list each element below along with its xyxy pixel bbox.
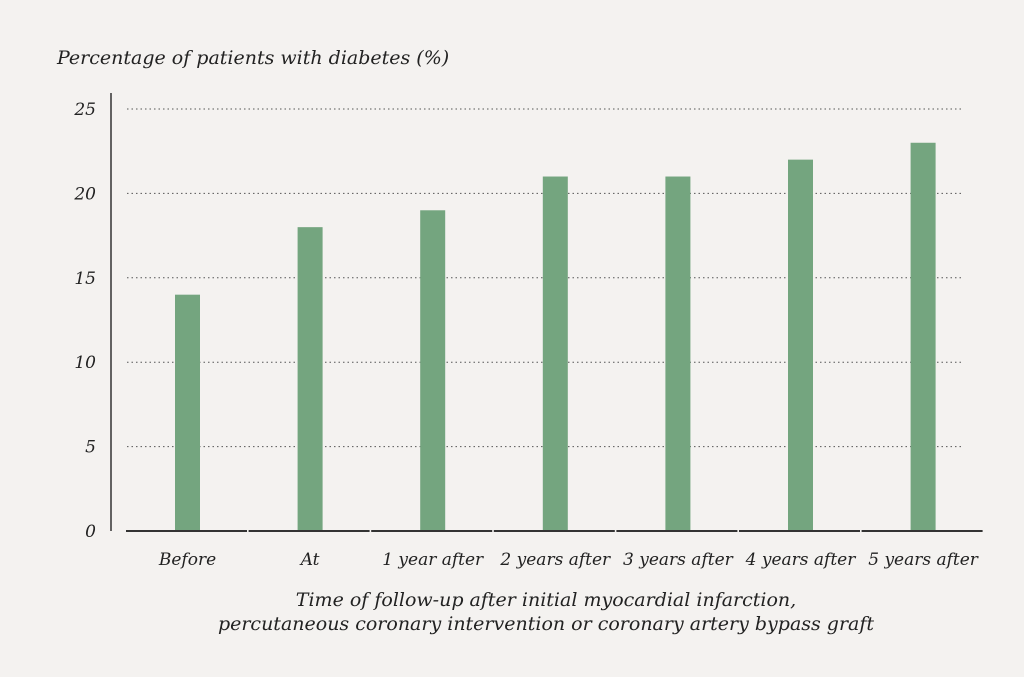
y-axis-title: Percentage of patients with diabetes (%): [56, 47, 449, 69]
bar: [297, 227, 323, 531]
x-axis-title-line-1: Time of follow-up after initial myocardi…: [296, 589, 796, 611]
bar: [542, 176, 568, 531]
bar: [910, 142, 936, 531]
y-tick-label: 25: [73, 100, 96, 120]
bar: [175, 294, 200, 531]
y-tick-label: 0: [85, 522, 96, 542]
y-tick-label: 10: [74, 353, 96, 373]
y-tick-label: 5: [85, 438, 96, 458]
x-axis-title-line-2: percutaneous coronary intervention or co…: [218, 613, 874, 635]
bar: [420, 210, 446, 531]
x-tick-label: 4 years after: [745, 550, 857, 570]
x-tick-label: 2 years after: [499, 550, 611, 570]
x-tick-label: At: [299, 550, 320, 570]
bars: [175, 142, 936, 531]
x-tick-label: 5 years after: [868, 550, 979, 570]
y-tick-label: 20: [73, 184, 96, 204]
y-tick-label: 15: [74, 269, 96, 289]
x-tick-label: Before: [158, 550, 216, 570]
x-tick-label: 1 year after: [382, 550, 484, 570]
bar: [665, 176, 691, 531]
y-tick-labels: 0 5 10 15 20 25: [73, 100, 96, 542]
x-tick-label: 3 years after: [623, 550, 734, 570]
x-tick-labels: Before At 1 year after 2 years after 3 years…: [158, 550, 979, 570]
bar: [788, 159, 813, 531]
